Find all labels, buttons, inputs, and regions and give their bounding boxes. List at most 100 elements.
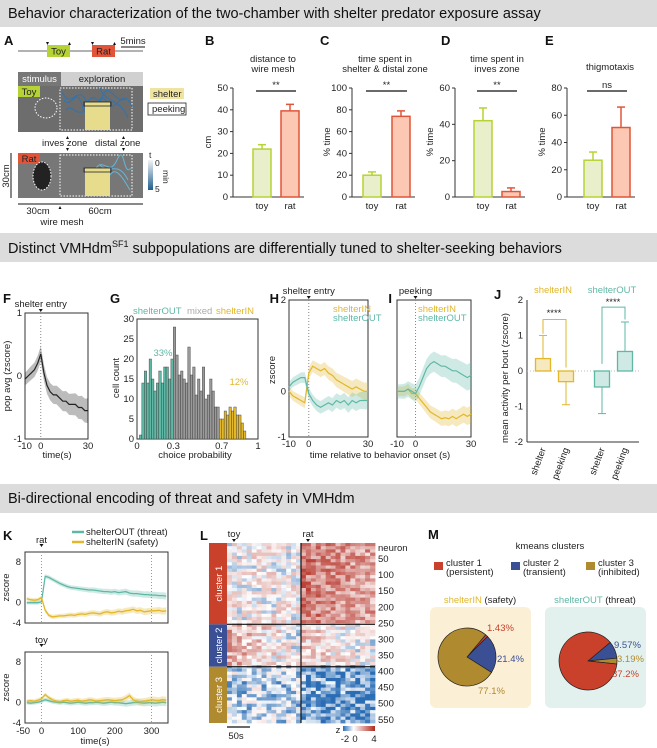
heatmap-cell <box>251 571 257 576</box>
legend-swatch-cluster-1 <box>434 562 443 570</box>
heatmap-cell <box>231 616 238 621</box>
heatmap-cell <box>276 610 282 615</box>
heatmap-cell <box>286 616 292 621</box>
heatmap-cell <box>286 555 292 560</box>
heatmap-cell <box>355 661 361 666</box>
heatmap-cell <box>256 559 262 563</box>
heatmap-cell <box>236 552 243 557</box>
heatmap-cell <box>276 674 282 679</box>
y-tick-label: 0 <box>281 386 286 397</box>
heatmap-cell <box>345 552 351 557</box>
histogram-bar <box>165 366 169 440</box>
histogram-bar <box>243 430 247 440</box>
heatmap-cell <box>266 703 272 708</box>
chart-title: time spent in <box>358 54 412 65</box>
heatmap-cell <box>315 655 322 660</box>
y-tick-label: 80 <box>336 105 347 116</box>
heatmap-cell <box>370 604 376 608</box>
heatmap-cell <box>315 703 322 708</box>
heatmap-cell <box>325 600 331 605</box>
heatmap-cell <box>266 639 272 643</box>
heatmap-cell <box>345 604 351 608</box>
heatmap-cell <box>360 713 366 717</box>
heatmap-cell <box>227 684 233 688</box>
heatmap-cell <box>286 588 292 592</box>
heatmap-cell <box>345 607 351 611</box>
heatmap-cell <box>291 645 297 650</box>
heatmap-cell <box>266 716 272 721</box>
heatmap-cell <box>335 684 341 688</box>
heatmap-cell <box>271 626 277 631</box>
heatmap-cell <box>261 623 267 627</box>
heatmap-cell <box>370 623 376 627</box>
heatmap-cell <box>246 591 252 595</box>
heatmap-cell <box>335 604 341 608</box>
heatmap-cell <box>325 694 331 698</box>
heatmap-cell <box>325 649 331 653</box>
heatmap-cell <box>340 565 346 570</box>
heatmap-cell <box>325 565 331 570</box>
heatmap-cell <box>365 578 371 582</box>
chart-title: distance to <box>250 54 296 65</box>
heatmap-cell <box>310 543 317 547</box>
heatmap-cell <box>236 678 243 682</box>
heatmap-cell <box>241 652 248 656</box>
heatmap-cell <box>305 604 312 608</box>
heatmap-cell <box>261 690 267 695</box>
heatmap-cell <box>345 633 351 637</box>
heatmap-cell <box>236 713 243 717</box>
heatmap-cell <box>276 658 282 663</box>
y-tick-label: 80 <box>551 83 562 94</box>
heatmap-cell <box>231 571 238 576</box>
heatmap-cell <box>281 620 287 624</box>
heatmap-cell <box>355 700 361 705</box>
heatmap-cell <box>266 678 272 682</box>
histogram-bar <box>233 406 237 440</box>
toy-tag <box>18 86 40 97</box>
y-tick-label: 2 <box>518 295 523 306</box>
heatmap-cell <box>291 716 297 721</box>
heatmap-cell <box>370 562 376 566</box>
heatmap-cell <box>231 690 238 695</box>
heatmap-cell <box>241 697 248 701</box>
heatmap-cell <box>305 668 312 672</box>
annotation-shelterout-pct: 33% <box>153 348 173 359</box>
legend-shelterin: shelterIN <box>333 304 371 315</box>
heatmap-cell <box>320 591 326 595</box>
cluster-bar-1 <box>209 543 227 625</box>
heatmap-cell <box>360 571 366 576</box>
heatmap-cell <box>360 591 366 595</box>
heatmap-cell <box>340 613 346 618</box>
heatmap-cell <box>286 613 292 618</box>
heatmap-cell <box>330 578 336 582</box>
heatmap-cell <box>251 565 257 570</box>
heatmap-cell <box>350 690 356 695</box>
heatmap-cell <box>335 633 341 637</box>
heatmap-cell <box>325 581 331 586</box>
heatmap-cell <box>271 575 277 579</box>
heatmap-cell <box>231 578 238 582</box>
y-tick-label: 25 <box>123 334 134 345</box>
heatmap-cell <box>360 636 366 640</box>
heatmap-cell <box>320 655 326 660</box>
heatmap-cell <box>266 690 272 695</box>
stimulus-annotation: toy <box>35 635 48 646</box>
x-tick-label: peeking <box>609 446 631 481</box>
heatmap-cell <box>261 697 267 701</box>
heatmap-cell <box>340 719 346 724</box>
stimulus-label: stimulus <box>22 74 57 85</box>
x-tick-label: 0 <box>134 441 139 452</box>
heatmap-cell <box>266 613 272 618</box>
heatmap-cell <box>246 668 252 672</box>
heatmap-cell <box>261 694 267 698</box>
heatmap-cell <box>276 681 282 685</box>
heatmap-cell <box>241 681 248 685</box>
histogram-bar <box>231 410 235 440</box>
x-tick-label: 1 <box>255 441 260 452</box>
heatmap-cell <box>266 687 272 692</box>
histogram-bar <box>139 434 143 440</box>
heatmap-cell <box>251 642 257 647</box>
heatmap-cell <box>340 658 346 663</box>
heatmap-cell <box>246 562 252 566</box>
heatmap-cell <box>360 555 366 560</box>
